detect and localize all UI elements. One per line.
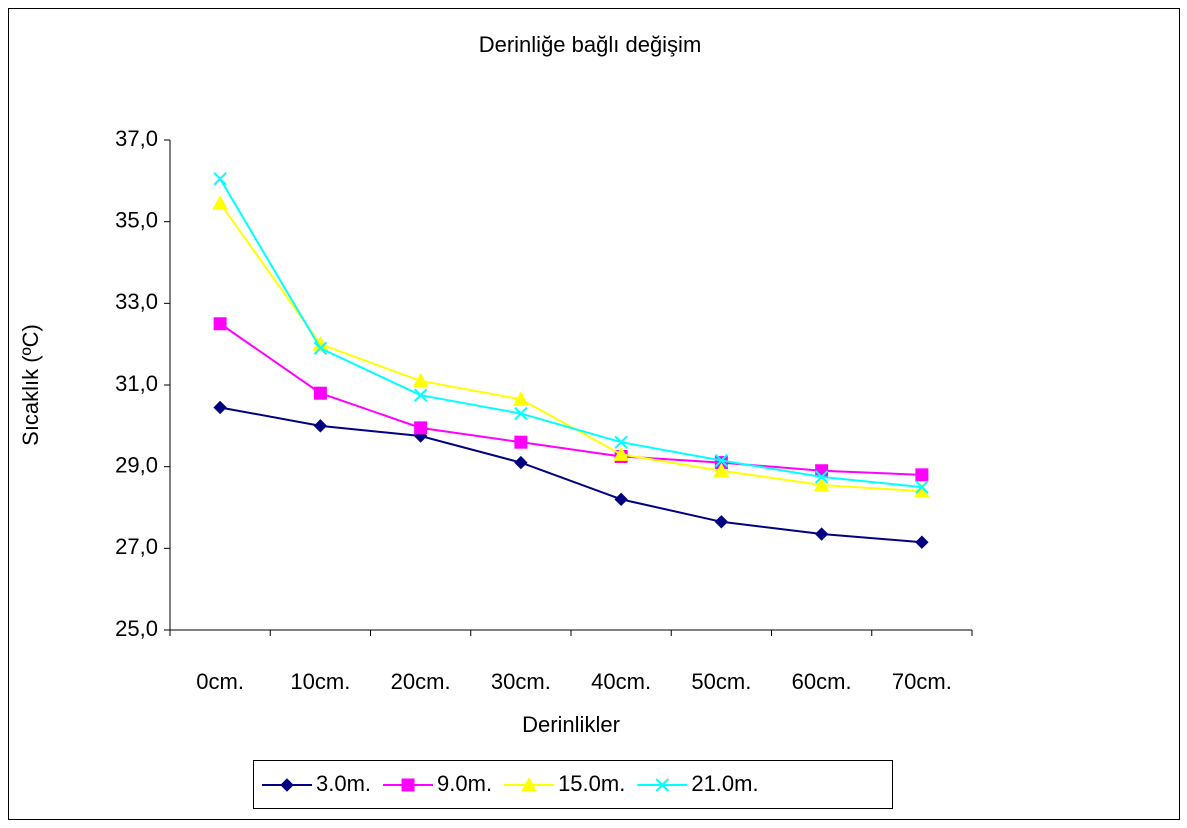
y-tick-label: 35,0 [115, 207, 158, 232]
legend-label: 3.0m. [316, 771, 371, 796]
marker [713, 462, 730, 478]
marker [513, 391, 529, 406]
legend-label: 21.0m. [691, 771, 758, 796]
series-line [219, 178, 922, 489]
marker [614, 492, 628, 507]
x-tick-label: 10cm. [290, 669, 350, 694]
marker [313, 419, 328, 433]
x-tick-label: 70cm. [892, 669, 952, 694]
x-tick-label: 50cm. [691, 669, 751, 694]
marker [514, 406, 528, 421]
y-tick-label: 37,0 [115, 126, 158, 151]
x-tick-label: 60cm. [792, 669, 852, 694]
x-tick-label: 40cm. [591, 669, 651, 694]
x-tick-label: 20cm. [391, 669, 451, 694]
marker [414, 421, 428, 435]
legend-marker [521, 776, 537, 792]
marker [915, 535, 929, 549]
legend-marker [280, 778, 294, 792]
marker [814, 527, 829, 541]
marker [313, 341, 328, 355]
legend-label: 15.0m. [558, 771, 625, 796]
marker [313, 386, 327, 400]
x-axis-label: Derinlikler [522, 712, 620, 737]
marker [915, 468, 929, 482]
x-tick-label: 0cm. [196, 669, 244, 694]
marker [815, 464, 829, 478]
marker [412, 372, 429, 388]
legend-label: 9.0m. [437, 771, 492, 796]
marker [514, 435, 528, 449]
marker [212, 195, 228, 210]
marker [514, 455, 528, 470]
marker [413, 388, 428, 402]
marker [915, 480, 929, 494]
series-line [219, 406, 922, 544]
y-tick-label: 31,0 [115, 371, 158, 396]
marker [213, 172, 227, 186]
chart-border [8, 8, 1180, 820]
y-tick-label: 33,0 [115, 289, 158, 314]
series-line [219, 322, 922, 476]
marker [614, 435, 628, 449]
marker [714, 515, 729, 529]
y-axis-label: Sıcaklık (ºC) [18, 324, 43, 446]
marker [714, 453, 729, 468]
marker [814, 470, 829, 484]
x-tick-label: 30cm. [491, 669, 551, 694]
marker [213, 400, 227, 415]
chart-title: Derinliğe bağlı değişim [479, 32, 702, 57]
legend-box [253, 760, 893, 809]
legend-marker [655, 778, 670, 792]
marker [613, 446, 629, 461]
y-tick-label: 27,0 [115, 534, 158, 559]
marker [213, 317, 227, 331]
y-tick-label: 25,0 [115, 616, 158, 641]
legend-marker [401, 778, 415, 792]
y-tick-label: 29,0 [115, 452, 158, 477]
marker [813, 476, 830, 492]
